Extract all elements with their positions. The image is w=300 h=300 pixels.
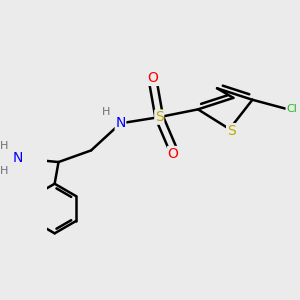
Text: O: O [148,71,158,85]
Text: Cl: Cl [286,103,297,114]
Text: N: N [13,151,23,165]
Text: O: O [168,146,178,161]
Text: S: S [155,110,164,124]
Text: H: H [0,166,8,176]
Text: H: H [102,107,111,117]
Text: N: N [115,116,126,130]
Text: S: S [227,124,236,138]
Text: H: H [0,141,8,151]
